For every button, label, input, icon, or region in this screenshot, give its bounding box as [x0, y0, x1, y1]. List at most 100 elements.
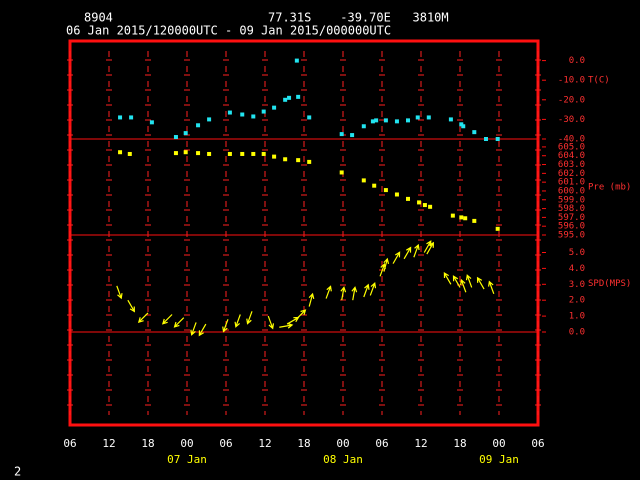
wind-arrow — [137, 312, 149, 323]
x-tick-label: 06 — [63, 437, 76, 450]
point — [261, 151, 266, 156]
point — [339, 132, 344, 137]
y-tick-label: 2.0 — [569, 296, 585, 306]
point — [261, 109, 266, 114]
y-tick-label: 602.0 — [558, 169, 585, 179]
day-label: 07 Jan — [167, 453, 207, 466]
x-tick-label: 18 — [453, 437, 466, 450]
point — [383, 188, 388, 193]
point — [448, 117, 453, 122]
y-tick-label: 598.0 — [558, 204, 585, 214]
point — [383, 118, 388, 123]
x-tick-label: 12 — [258, 437, 271, 450]
y-tick-label: 0.0 — [569, 328, 585, 338]
point — [307, 159, 312, 164]
page-number: 2 — [14, 465, 21, 479]
point — [370, 119, 375, 124]
y-axis-label: SPD(MPS) — [588, 279, 631, 289]
point — [495, 137, 500, 141]
wind-arrow — [452, 275, 461, 288]
point — [283, 97, 288, 102]
point — [415, 115, 420, 120]
wind-arrow — [116, 285, 123, 300]
x-tick-label: 06 — [375, 437, 388, 450]
wind-arrow — [488, 280, 495, 295]
x-tick-label: 18 — [297, 437, 310, 450]
point — [350, 133, 355, 138]
station: 8904 — [84, 11, 113, 25]
y-tick-label: -10.0 — [558, 76, 585, 86]
y-tick-label: 599.0 — [558, 195, 585, 205]
point — [272, 154, 277, 159]
y-axis-label: Pre (mb) — [588, 183, 631, 193]
wind-arrow — [295, 309, 307, 320]
wind-arrow — [267, 315, 275, 330]
y-axis-label: T(C) — [588, 76, 610, 86]
point — [307, 115, 312, 120]
y-tick-label: 601.0 — [558, 178, 585, 188]
point — [472, 130, 477, 135]
wind-arrow — [351, 286, 358, 301]
point — [207, 117, 212, 122]
point — [183, 150, 188, 155]
x-tick-label: 12 — [102, 437, 115, 450]
point — [118, 150, 123, 155]
point — [394, 192, 399, 197]
point — [394, 119, 399, 124]
point — [426, 115, 431, 120]
wind-arrow — [413, 243, 420, 258]
wind-arrow — [465, 274, 473, 288]
point — [207, 151, 212, 156]
wind-arrow — [392, 251, 401, 264]
point — [173, 151, 178, 156]
y-tick-label: 603.0 — [558, 160, 585, 170]
point — [461, 124, 466, 129]
x-tick-label: 00 — [492, 437, 505, 450]
y-tick-label: 5.0 — [569, 248, 585, 258]
point — [227, 151, 232, 156]
point — [294, 58, 299, 63]
point — [374, 118, 379, 123]
y-tick-label: -30.0 — [558, 115, 585, 125]
period: 06 Jan 2015/120000UTC - 09 Jan 2015/0000… — [66, 24, 391, 38]
point — [406, 196, 410, 201]
point — [173, 135, 178, 140]
point — [196, 123, 201, 128]
day-label: 09 Jan — [479, 453, 519, 466]
point — [372, 183, 377, 188]
wind-arrow — [443, 271, 452, 285]
wind-arrow — [340, 286, 347, 301]
x-tick-label: 06 — [531, 437, 544, 450]
point — [240, 112, 245, 117]
point — [484, 137, 488, 141]
wind-arrow — [173, 317, 185, 328]
y-tick-label: 604.0 — [558, 151, 585, 161]
wind-arrow — [198, 323, 207, 337]
point — [406, 118, 410, 123]
point — [227, 110, 232, 115]
point — [127, 151, 132, 156]
point — [495, 226, 500, 231]
x-tick-label: 06 — [219, 437, 232, 450]
y-tick-label: 596.0 — [558, 222, 585, 232]
wind-arrow — [383, 257, 390, 272]
y-tick-label: 1.0 — [569, 312, 585, 322]
wind-arrow — [161, 314, 173, 325]
x-tick-label: 00 — [180, 437, 193, 450]
wind-arrow — [369, 282, 377, 296]
point — [251, 151, 256, 156]
point — [472, 218, 477, 223]
wind-arrow — [234, 314, 241, 328]
x-tick-label: 00 — [336, 437, 349, 450]
wind-arrow — [476, 276, 485, 290]
y-tick-label: 600.0 — [558, 186, 585, 196]
point — [272, 105, 277, 110]
point — [283, 157, 288, 162]
point — [459, 215, 464, 220]
point — [428, 204, 433, 209]
point — [450, 213, 455, 218]
y-tick-label: 605.0 — [558, 142, 585, 152]
y-tick-label: 4.0 — [569, 264, 585, 274]
